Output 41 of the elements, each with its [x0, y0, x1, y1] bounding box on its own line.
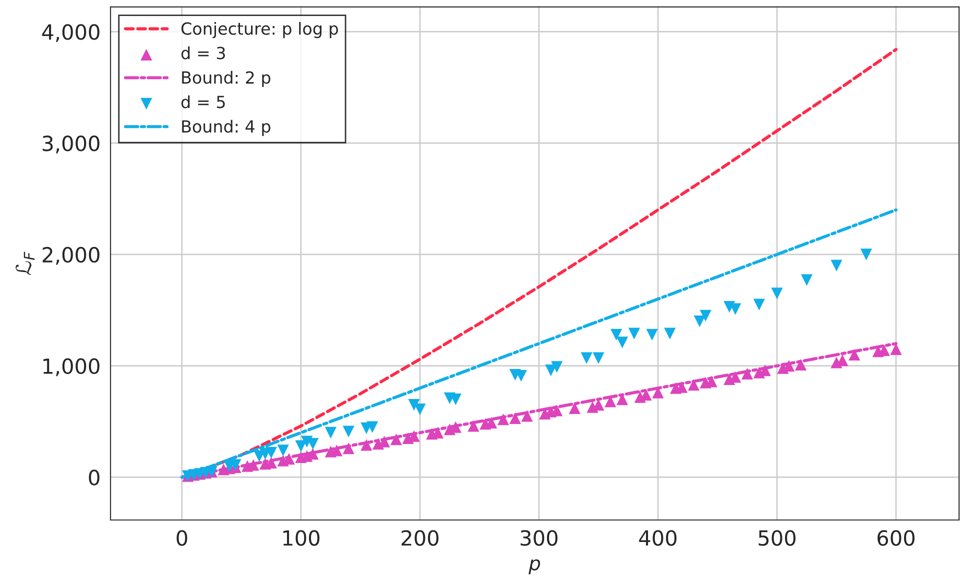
point — [408, 399, 420, 411]
point — [414, 403, 426, 416]
legend-label: Bound: 2 p — [182, 70, 270, 88]
point — [366, 421, 378, 433]
y-tick-label: 1,000 — [43, 358, 100, 376]
point — [860, 248, 872, 260]
point — [753, 298, 765, 310]
legend-label: d = 3 — [181, 46, 225, 60]
x-tick-label: 300 — [520, 530, 558, 546]
x-tick-label: 400 — [639, 530, 676, 546]
point — [830, 260, 842, 272]
y-tick-label: 4,000 — [42, 24, 100, 42]
y-tick-label: 2,000 — [42, 246, 100, 265]
point — [628, 328, 640, 340]
point — [551, 361, 563, 373]
point — [342, 426, 354, 438]
x-tick-label: 0 — [176, 530, 188, 546]
legend-label: Bound: 4 p — [182, 120, 270, 136]
point — [324, 426, 336, 438]
x-tick-label: 100 — [283, 530, 320, 546]
point — [610, 328, 622, 340]
point — [277, 444, 289, 456]
point — [700, 310, 712, 322]
y-tick-label: 3,000 — [42, 136, 100, 154]
point — [580, 352, 592, 364]
point — [664, 328, 676, 340]
x-tick-label: 600 — [878, 530, 914, 546]
point — [800, 274, 813, 286]
legend-label: d = 5 — [181, 95, 225, 108]
point — [646, 328, 658, 340]
y-tick-label: 0 — [88, 470, 100, 486]
point — [694, 315, 706, 328]
point — [592, 352, 604, 364]
point — [265, 446, 277, 459]
point — [616, 336, 628, 348]
point — [771, 288, 783, 300]
y-axis-title: ℒ$_{F}$ — [16, 252, 35, 275]
x-tick-label: 500 — [758, 530, 796, 546]
x-axis-title: p — [528, 559, 540, 574]
legend-label: Conjecture: p log p — [181, 22, 338, 38]
x-tick-label: 200 — [402, 530, 438, 546]
